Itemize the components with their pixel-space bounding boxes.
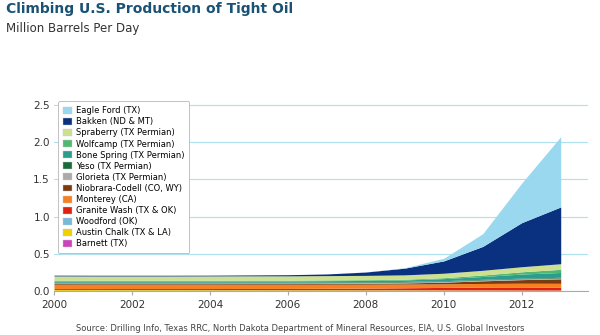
Legend: Eagle Ford (TX), Bakken (ND & MT), Spraberry (TX Permian), Wolfcamp (TX Permian): Eagle Ford (TX), Bakken (ND & MT), Sprab… [58, 101, 189, 253]
Text: Million Barrels Per Day: Million Barrels Per Day [6, 22, 139, 35]
Text: Climbing U.S. Production of Tight Oil: Climbing U.S. Production of Tight Oil [6, 2, 293, 16]
Text: Source: Drilling Info, Texas RRC, North Dakota Department of Mineral Resources, : Source: Drilling Info, Texas RRC, North … [76, 324, 524, 333]
